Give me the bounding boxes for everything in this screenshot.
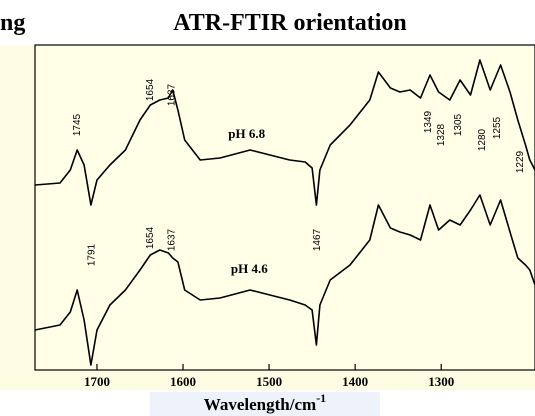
chart-title: ATR-FTIR orientation <box>173 10 407 36</box>
x-tick-label: 1600 <box>170 374 196 389</box>
peak-label: 1328 <box>436 123 447 146</box>
x-tick-label: 1300 <box>428 374 454 389</box>
peak-label: 1255 <box>492 116 503 139</box>
xlabel-box <box>150 392 380 416</box>
spectrum-line <box>34 194 535 366</box>
x-tick-label: 1500 <box>256 374 282 389</box>
peak-label: 1280 <box>477 128 488 151</box>
curve-label: pH 6.8 <box>228 126 265 141</box>
x-axis-title: Wavelength/cm-1 <box>204 391 326 414</box>
peak-label: 1229 <box>515 150 526 173</box>
x-tick-label: 1400 <box>342 374 368 389</box>
peak-label: 1467 <box>312 228 323 251</box>
peak-label: 1791 <box>86 243 97 266</box>
spectrum-line <box>34 59 535 206</box>
peak-label: 1745 <box>72 113 83 136</box>
x-tick-label: 1700 <box>84 374 110 389</box>
peak-label: 1305 <box>453 113 464 136</box>
title-fragment: ng <box>0 10 25 36</box>
peak-label: 1637 <box>166 83 177 106</box>
plot-area <box>34 44 535 371</box>
peak-label: 1654 <box>145 78 156 101</box>
peak-label: 1637 <box>166 228 177 251</box>
x-axis-title-main: Wavelength/cm <box>204 395 316 414</box>
x-axis-title-sup: -1 <box>316 391 326 405</box>
peak-label: 1654 <box>145 226 156 249</box>
curve-label: pH 4.6 <box>231 261 268 276</box>
peak-label: 1349 <box>423 110 434 133</box>
